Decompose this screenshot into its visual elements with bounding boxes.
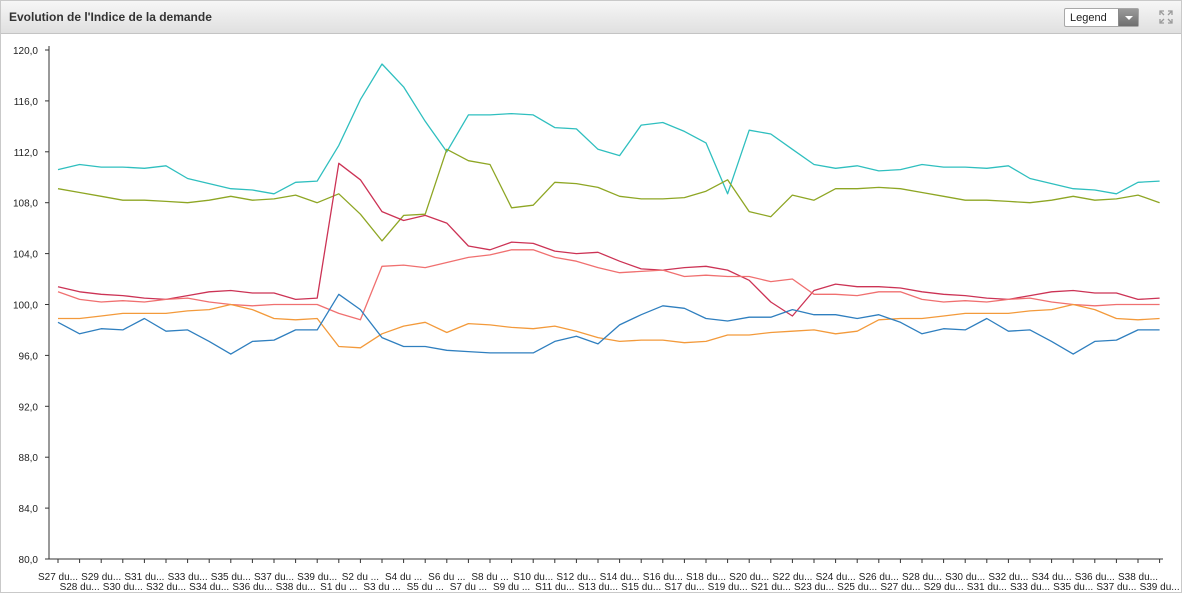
series-line-4[interactable] [57, 249, 1160, 321]
y-tick-label: 100,0 [13, 301, 38, 312]
series-line-3[interactable] [57, 162, 1160, 317]
x-tick-label: S2 du ... [342, 572, 379, 583]
x-tick-label: S39 du... [297, 572, 337, 583]
x-tick-label: S29 du... [81, 572, 121, 583]
x-tick-label: S8 du ... [471, 572, 508, 583]
line-chart: 80,0 84,0 88,0 92,0 96,0 100,0 104,0 108,0 112,0… [13, 46, 1180, 592]
y-tick-label: 84,0 [19, 504, 39, 515]
x-tick-label: S28 du... [902, 572, 942, 583]
x-tick-label: S21 du... [751, 582, 791, 592]
y-tick-label: 96,0 [19, 351, 39, 362]
x-tick-label: S27 du... [880, 582, 920, 592]
series-lines [57, 63, 1160, 355]
chevron-down-icon [1118, 9, 1138, 26]
x-tick-label: S10 du... [513, 572, 553, 583]
x-tick-label: S26 du... [859, 572, 899, 583]
chart-axes [45, 46, 1163, 563]
x-tick-label: S12 du... [556, 572, 596, 583]
x-tick-label: S38 du... [1118, 572, 1158, 583]
x-tick-label: S16 du... [643, 572, 683, 583]
panel-header: Evolution de l'Indice de la demande Lege… [1, 1, 1181, 34]
x-tick-label: S36 du... [1075, 572, 1115, 583]
x-tick-label: S32 du... [988, 572, 1028, 583]
x-tick-label: S33 du... [1010, 582, 1050, 592]
chart-title: Evolution de l'Indice de la demande [9, 10, 212, 24]
legend-dropdown-label: Legend [1070, 12, 1107, 24]
x-axis-tick-labels: S27 du...S28 du...S29 du...S30 du...S31 … [38, 572, 1180, 592]
x-tick-label: S3 du ... [363, 582, 400, 592]
x-tick-label: S20 du... [729, 572, 769, 583]
x-tick-label: S29 du... [924, 582, 964, 592]
x-tick-label: S31 du... [124, 572, 164, 583]
x-tick-label: S31 du... [967, 582, 1007, 592]
x-tick-label: S35 du... [211, 572, 251, 583]
series-line-5[interactable] [58, 303, 1160, 349]
y-tick-label: 108,0 [13, 199, 38, 210]
y-tick-label: 92,0 [19, 402, 39, 413]
y-tick-label: 80,0 [19, 555, 39, 566]
x-tick-label: S18 du... [686, 572, 726, 583]
x-tick-label: S24 du... [816, 572, 856, 583]
x-tick-label: S17 du... [664, 582, 704, 592]
y-tick-label: 120,0 [13, 46, 38, 57]
legend-dropdown[interactable]: Legend [1064, 8, 1139, 27]
x-tick-label: S25 du... [837, 582, 877, 592]
x-tick-label: S37 du... [254, 572, 294, 583]
x-tick-label: S19 du... [708, 582, 748, 592]
x-tick-label: S38 du... [276, 582, 316, 592]
y-tick-label: 112,0 [14, 148, 39, 159]
x-tick-label: S33 du... [168, 572, 208, 583]
x-tick-label: S34 du... [1032, 572, 1072, 583]
x-tick-label: S35 du... [1053, 582, 1093, 592]
expand-icon[interactable] [1159, 10, 1173, 24]
x-tick-label: S22 du... [772, 572, 812, 583]
y-tick-label: 88,0 [19, 453, 39, 464]
x-tick-label: S28 du... [60, 582, 100, 592]
y-axis-tick-labels: 80,0 84,0 88,0 92,0 96,0 100,0 104,0 108,0 112,0… [13, 46, 38, 566]
x-tick-label: S34 du... [189, 582, 229, 592]
x-tick-label: S7 du ... [450, 582, 487, 592]
series-line-6[interactable] [57, 293, 1160, 355]
x-tick-label: S13 du... [578, 582, 618, 592]
x-tick-label: S39 du... [1140, 582, 1180, 592]
x-tick-label: S14 du... [600, 572, 640, 583]
x-tick-label: S36 du... [232, 582, 272, 592]
y-tick-label: 116,0 [14, 97, 39, 108]
y-tick-label: 104,0 [13, 250, 38, 261]
series-line-1[interactable] [57, 63, 1160, 195]
series-line-2[interactable] [57, 148, 1160, 242]
x-tick-label: S30 du... [945, 572, 985, 583]
x-tick-label: S1 du ... [320, 582, 357, 592]
x-tick-label: S27 du... [38, 572, 78, 583]
x-tick-label: S4 du ... [385, 572, 422, 583]
x-tick-label: S30 du... [103, 582, 143, 592]
x-tick-label: S5 du ... [407, 582, 444, 592]
x-tick-label: S32 du... [146, 582, 186, 592]
x-tick-label: S9 du ... [493, 582, 530, 592]
x-tick-label: S37 du... [1096, 582, 1136, 592]
x-tick-label: S6 du ... [428, 572, 465, 583]
x-tick-label: S23 du... [794, 582, 834, 592]
x-tick-label: S11 du... [535, 582, 574, 592]
x-tick-label: S15 du... [621, 582, 661, 592]
